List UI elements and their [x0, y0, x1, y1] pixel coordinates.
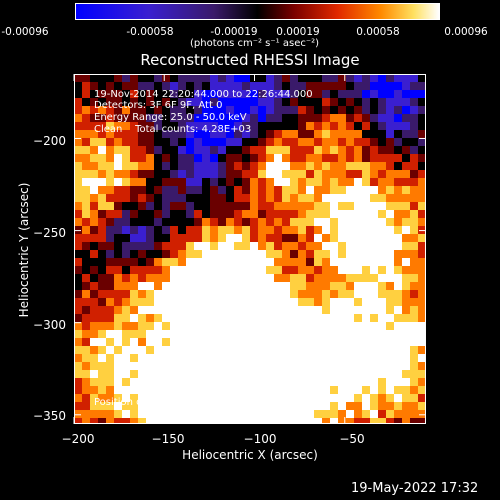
x-tick-label: −150 [151, 432, 185, 446]
x-tick-label: −200 [61, 432, 95, 446]
chart-title: Reconstructed RHESSI Image [140, 51, 360, 69]
colorbar-tick: 0.00019 [276, 26, 320, 38]
y-tick-label: −250 [33, 226, 66, 240]
annotation-time-range: 19-Nov-2014 22:20:44.000 to 22:26:44.000 [94, 89, 313, 100]
x-tick-label: −50 [339, 432, 365, 446]
y-tick-label: −200 [33, 134, 66, 148]
annotation-detectors: Detectors: 3F 6F 9F, Att 0 [94, 100, 223, 111]
x-tick-label: −100 [243, 432, 277, 446]
annotation-peak-position: Position of Peak = [-83,-320] [94, 397, 238, 408]
timestamp: 19-May-2022 17:32 [351, 481, 479, 496]
y-axis-label: Heliocentric Y (arcsec) [17, 182, 31, 318]
y-tick-label: −300 [33, 318, 66, 332]
plot-frame [74, 74, 426, 424]
colorbar [75, 3, 440, 20]
annotation-clean-counts: Clean Total counts: 4.28E+03 [94, 124, 252, 135]
colorbar-tick: 0.00058 [356, 26, 400, 38]
colorbar-tick: -0.00058 [126, 26, 174, 38]
y-tick-label: −350 [33, 409, 66, 423]
colorbar-tick: -0.00019 [210, 26, 258, 38]
x-axis-label: Heliocentric X (arcsec) [182, 448, 318, 462]
heatmap-image [74, 74, 426, 424]
annotation-energy-range: Energy Range: 25.0 - 50.0 keV [94, 112, 247, 123]
colorbar-units: (photons cm⁻² s⁻¹ asec⁻²) [190, 38, 320, 49]
colorbar-tick: -0.00096 [1, 26, 49, 38]
colorbar-tick: 0.00096 [444, 26, 488, 38]
